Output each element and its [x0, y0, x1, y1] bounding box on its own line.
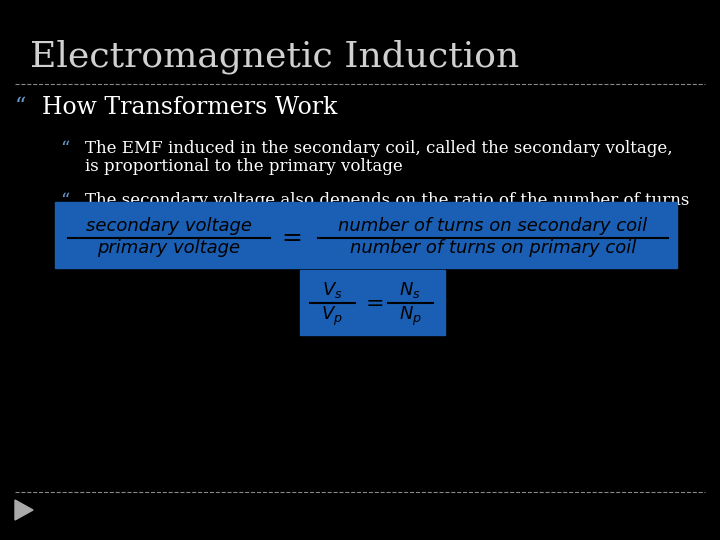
- Text: secondary voltage: secondary voltage: [86, 217, 252, 235]
- Text: “: “: [60, 140, 69, 158]
- Text: on the secondary coil to the number of turns on the: on the secondary coil to the number of t…: [85, 210, 520, 227]
- Text: =: =: [282, 226, 302, 250]
- Text: $N_s$: $N_s$: [399, 280, 421, 300]
- Text: is proportional to the primary voltage: is proportional to the primary voltage: [85, 158, 402, 175]
- Text: The EMF induced in the secondary coil, called the secondary voltage,: The EMF induced in the secondary coil, c…: [85, 140, 672, 157]
- Text: $V_s$: $V_s$: [322, 280, 342, 300]
- Text: How Transformers Work: How Transformers Work: [42, 96, 338, 119]
- Polygon shape: [15, 500, 33, 520]
- Bar: [300, 270, 445, 335]
- Bar: [55, 202, 677, 268]
- Text: The secondary voltage also depends on the ratio of the number of turns: The secondary voltage also depends on th…: [85, 192, 689, 209]
- Text: “: “: [15, 96, 27, 118]
- Text: “: “: [60, 192, 69, 210]
- Text: $V_p$: $V_p$: [321, 305, 343, 328]
- Text: $N_p$: $N_p$: [399, 305, 421, 328]
- Text: $=$: $=$: [361, 293, 383, 313]
- Text: number of turns on secondary coil: number of turns on secondary coil: [338, 217, 647, 235]
- Text: primary voltage: primary voltage: [97, 239, 240, 257]
- Text: number of turns on primary coil: number of turns on primary coil: [350, 239, 636, 257]
- Text: Electromagnetic Induction: Electromagnetic Induction: [30, 40, 519, 75]
